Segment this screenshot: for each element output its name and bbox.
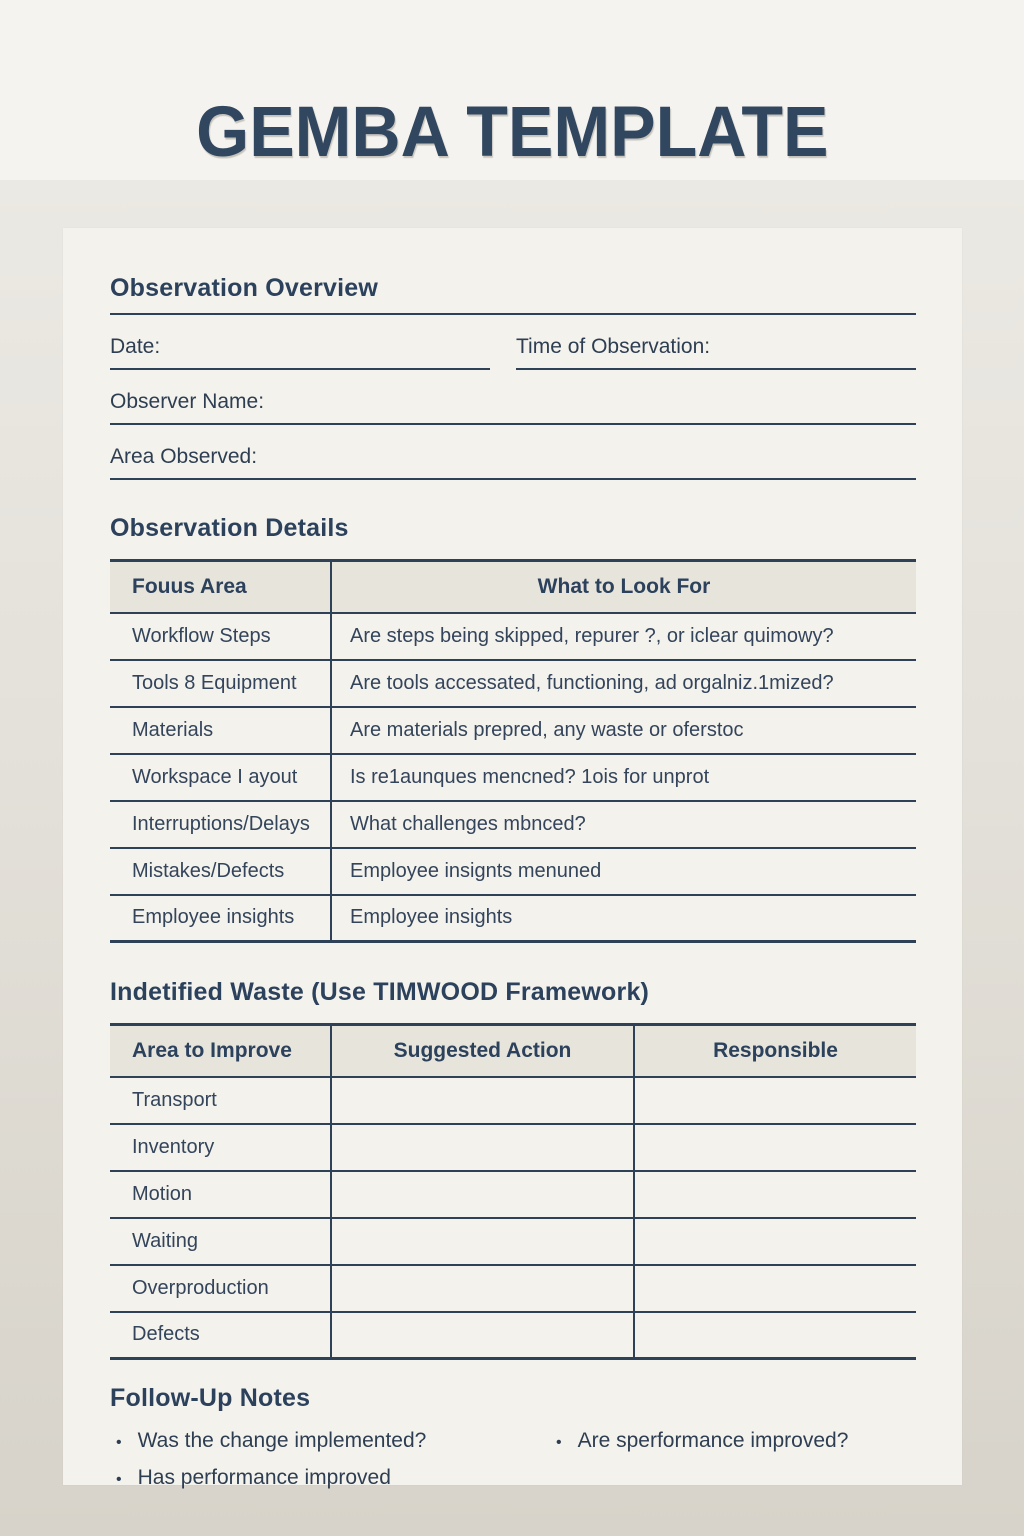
- time-of-observation-field[interactable]: Time of Observation:: [516, 315, 916, 370]
- waste-action-cell[interactable]: [331, 1264, 635, 1313]
- list-item: • Are sperformance improved?: [550, 1429, 848, 1453]
- waste-area-cell: Overproduction: [110, 1264, 332, 1313]
- waste-responsible-cell[interactable]: [634, 1311, 916, 1360]
- details-focus-cell: Materials: [110, 706, 332, 755]
- details-look-cell: Are tools accessated, functioning, ad or…: [331, 659, 916, 708]
- observation-details-table: Fouus Area What to Look For Workflow Ste…: [110, 559, 916, 943]
- details-focus-cell: Mistakes/Defects: [110, 847, 332, 896]
- waste-header-row: Area to Improve Suggested Action Respons…: [110, 1024, 916, 1078]
- list-item: • Has performance improved: [110, 1466, 550, 1490]
- date-field-label: Date:: [110, 335, 161, 358]
- followup-bullets-right: • Are sperformance improved?: [550, 1429, 848, 1490]
- document-panel: Observation Overview Date: Time of Obser…: [63, 228, 962, 1489]
- bullet-icon: •: [116, 1434, 122, 1451]
- waste-action-cell[interactable]: [331, 1076, 635, 1125]
- details-header-what-to-look-for: What to Look For: [331, 560, 916, 614]
- observer-name-value[interactable]: [264, 404, 916, 414]
- waste-action-cell[interactable]: [331, 1217, 635, 1266]
- waste-action-cell[interactable]: [331, 1123, 635, 1172]
- details-header-focus-area: Fouus Area: [110, 560, 332, 614]
- section-heading-followup: Follow-Up Notes: [110, 1384, 311, 1412]
- details-focus-cell: Workspace I ayout: [110, 753, 332, 802]
- waste-header-responsible: Responsible: [634, 1024, 916, 1078]
- waste-area-cell: Motion: [110, 1170, 332, 1219]
- identified-waste-table: Area to Improve Suggested Action Respons…: [110, 1023, 916, 1360]
- waste-header-action: Suggested Action: [331, 1024, 635, 1078]
- followup-bullets: • Was the change implemented? • Has perf…: [110, 1429, 916, 1490]
- waste-area-cell: Inventory: [110, 1123, 332, 1172]
- area-observed-value[interactable]: [257, 459, 916, 469]
- observer-name-label: Observer Name:: [110, 390, 265, 413]
- table-row: Mistakes/Defects Employee insignts menun…: [110, 847, 916, 896]
- overview-heading-rule: [110, 313, 916, 315]
- section-heading-waste: Indetified Waste (Use TIMWOOD Framework): [110, 978, 650, 1006]
- table-row: Defects: [110, 1311, 916, 1360]
- details-look-cell: Employee insights: [331, 894, 916, 943]
- bullet-icon: •: [116, 1471, 122, 1488]
- table-row: Interruptions/Delays What challenges mbn…: [110, 800, 916, 849]
- details-look-cell: What challenges mbnced?: [331, 800, 916, 849]
- details-look-cell: Are materials prepred, any waste or ofer…: [331, 706, 916, 755]
- details-header-row: Fouus Area What to Look For: [110, 560, 916, 614]
- time-of-observation-value[interactable]: [710, 349, 916, 359]
- followup-bullet-text: Are sperformance improved?: [577, 1429, 849, 1452]
- table-row: Inventory: [110, 1123, 916, 1172]
- followup-bullet-text: Has performance improved: [137, 1466, 391, 1489]
- table-row: Overproduction: [110, 1264, 916, 1313]
- details-look-cell: Is re1aunques mencned? 1ois for unprot: [331, 753, 916, 802]
- details-focus-cell: Interruptions/Delays: [110, 800, 332, 849]
- waste-responsible-cell[interactable]: [634, 1170, 916, 1219]
- details-focus-cell: Tools 8 Equipment: [110, 659, 332, 708]
- waste-responsible-cell[interactable]: [634, 1264, 916, 1313]
- table-row: Workflow Steps Are steps being skipped, …: [110, 612, 916, 661]
- date-field[interactable]: Date:: [110, 315, 490, 370]
- waste-responsible-cell[interactable]: [634, 1123, 916, 1172]
- waste-area-cell: Transport: [110, 1076, 332, 1125]
- section-heading-details: Observation Details: [110, 514, 349, 542]
- table-row: Waiting: [110, 1217, 916, 1266]
- table-row: Materials Are materials prepred, any was…: [110, 706, 916, 755]
- waste-action-cell[interactable]: [331, 1311, 635, 1360]
- table-row: Transport: [110, 1076, 916, 1125]
- table-row: Tools 8 Equipment Are tools accessated, …: [110, 659, 916, 708]
- details-look-cell: Employee insignts menuned: [331, 847, 916, 896]
- waste-responsible-cell[interactable]: [634, 1076, 916, 1125]
- bullet-icon: •: [556, 1434, 562, 1451]
- table-row: Employee insights Employee insights: [110, 894, 916, 943]
- waste-area-cell: Waiting: [110, 1217, 332, 1266]
- section-heading-overview: Observation Overview: [110, 274, 379, 302]
- title-bar: GEMBA TEMPLATE: [0, 92, 1024, 173]
- details-focus-cell: Employee insights: [110, 894, 332, 943]
- date-field-value[interactable]: [160, 349, 490, 359]
- followup-bullets-left: • Was the change implemented? • Has perf…: [110, 1429, 550, 1490]
- document-content: Observation Overview Date: Time of Obser…: [110, 228, 916, 1490]
- page-title: GEMBA TEMPLATE: [195, 93, 829, 172]
- area-observed-label: Area Observed:: [110, 445, 258, 468]
- observer-name-field[interactable]: Observer Name:: [110, 370, 916, 425]
- waste-header-area: Area to Improve: [110, 1024, 332, 1078]
- details-focus-cell: Workflow Steps: [110, 612, 332, 661]
- waste-area-cell: Defects: [110, 1311, 332, 1360]
- waste-action-cell[interactable]: [331, 1170, 635, 1219]
- table-row: Motion: [110, 1170, 916, 1219]
- followup-bullet-text: Was the change implemented?: [137, 1429, 427, 1452]
- field-row-date-time: Date: Time of Observation:: [110, 315, 916, 370]
- table-row: Workspace I ayout Is re1aunques mencned?…: [110, 753, 916, 802]
- time-of-observation-label: Time of Observation:: [516, 335, 711, 358]
- list-item: • Was the change implemented?: [110, 1429, 550, 1453]
- waste-responsible-cell[interactable]: [634, 1217, 916, 1266]
- details-look-cell: Are steps being skipped, repurer ?, or i…: [331, 612, 916, 661]
- area-observed-field[interactable]: Area Observed:: [110, 425, 916, 480]
